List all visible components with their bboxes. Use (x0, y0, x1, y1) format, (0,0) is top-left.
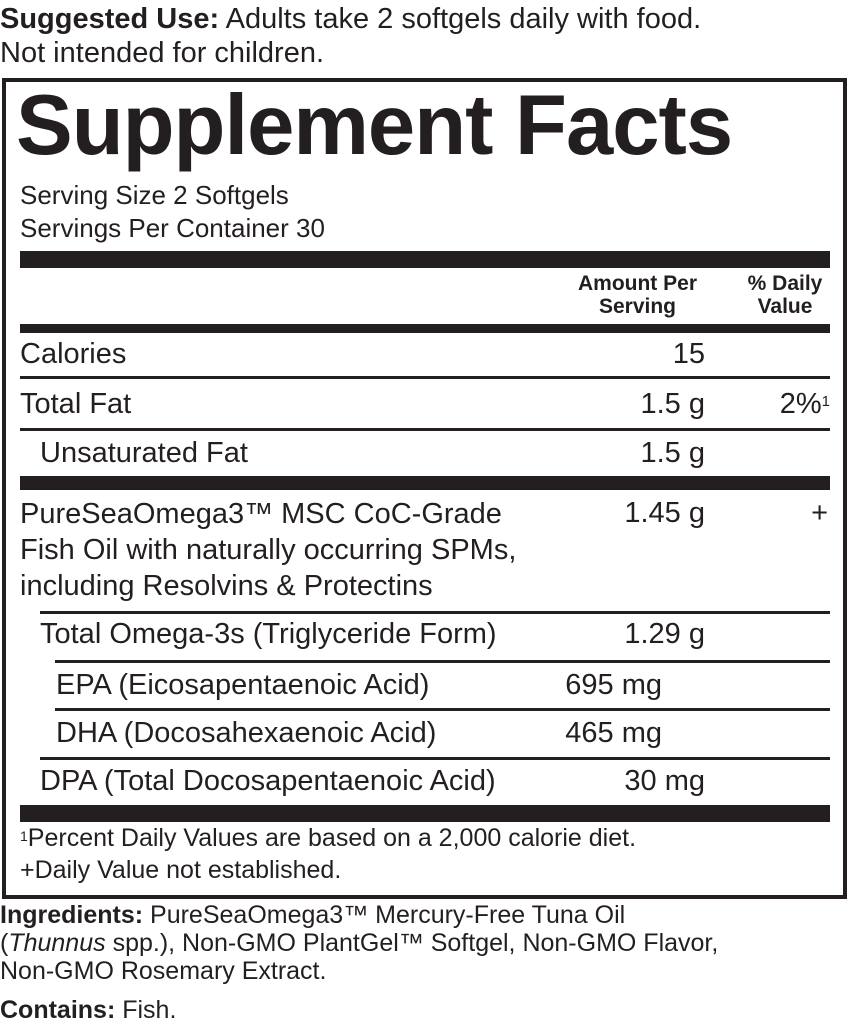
dv-value: 2% (779, 388, 822, 420)
thick-divider (20, 251, 830, 268)
row-dv-pureseaomega3: + (811, 497, 828, 529)
contains-label: Contains: (0, 996, 116, 1024)
row-amount-calories: 15 (672, 338, 705, 370)
serving-size: Serving Size 2 Softgels (20, 180, 289, 210)
suggested-use-text: Adults take 2 softgels daily with food. (219, 3, 702, 35)
name-line: PureSeaOmega3™ MSC CoC-Grade (20, 498, 502, 530)
row-divider (55, 660, 830, 663)
ingredients-label: Ingredients: (0, 901, 144, 929)
footnote-text: Percent Daily Values are based on a 2,00… (27, 824, 637, 852)
ingredients-line2: (Thunnus spp.), Non-GMO PlantGel™ Softge… (0, 928, 718, 958)
footnote-marker: 1 (20, 828, 28, 844)
suggested-use-label: Suggested Use: (0, 3, 220, 35)
ingredients-text: PureSeaOmega3™ Mercury-Free Tuna Oil (143, 901, 626, 929)
header-line: % Daily (747, 272, 823, 295)
facts-title: Supplement Facts (16, 78, 733, 173)
row-name-total-fat: Total Fat (20, 388, 132, 420)
row-name-unsaturated-fat: Unsaturated Fat (40, 437, 248, 469)
row-amount-dha: 465 mg (565, 717, 662, 749)
row-name-calories: Calories (20, 338, 127, 370)
contains-text: Fish. (115, 996, 177, 1024)
row-amount-total-fat: 1.5 g (640, 388, 706, 420)
row-dv-total-fat: 2%1 (720, 387, 830, 421)
thick-divider (20, 476, 830, 490)
row-name-epa: EPA (Eicosapentaenoic Acid) (56, 669, 430, 701)
header-line: Serving (598, 295, 677, 318)
row-divider (40, 611, 830, 614)
servings-per-container: Servings Per Container 30 (20, 213, 325, 243)
header-line: Amount Per (577, 272, 697, 295)
suggested-use-line2: Not intended for children. (0, 37, 325, 69)
row-name-pureseaomega3: PureSeaOmega3™ MSC CoC-Grade Fish Oil wi… (20, 496, 516, 604)
name-line: including Resolvins & Protectins (20, 570, 433, 602)
row-name-total-omega3: Total Omega-3s (Triglyceride Form) (40, 618, 497, 650)
row-amount-dpa: 30 mg (624, 765, 705, 797)
footnote-not-established: +Daily Value not established. (20, 856, 342, 884)
row-name-dpa: DPA (Total Docosapentaenoic Acid) (40, 765, 496, 797)
thick-divider (20, 324, 830, 333)
suggested-use: Suggested Use: Adults take 2 softgels da… (0, 2, 701, 36)
paren: ( (0, 929, 9, 957)
contains: Contains: Fish. (0, 995, 176, 1025)
row-divider (40, 757, 830, 760)
row-amount-unsaturated-fat: 1.5 g (640, 437, 706, 469)
row-name-dha: DHA (Docosahexaenoic Acid) (56, 717, 437, 749)
daily-value-header: % Daily Value (735, 272, 835, 318)
row-amount-total-omega3: 1.29 g (624, 618, 705, 650)
row-divider (55, 708, 830, 711)
header-line: Value (757, 295, 813, 318)
amount-per-serving-header: Amount Per Serving (560, 272, 715, 318)
footnote-marker: 1 (821, 393, 830, 410)
row-divider (20, 428, 830, 431)
ingredients-text: spp.), Non-GMO PlantGel™ Softgel, Non-GM… (105, 929, 719, 957)
name-line: Fish Oil with naturally occurring SPMs, (20, 534, 517, 566)
row-amount-pureseaomega3: 1.45 g (624, 497, 705, 529)
thick-divider (20, 805, 830, 822)
footnote-daily-values: 1Percent Daily Values are based on a 2,0… (20, 823, 636, 853)
row-amount-epa: 695 mg (565, 669, 662, 701)
species-name: Thunnus (8, 929, 106, 957)
ingredients-line3: Non-GMO Rosemary Extract. (0, 957, 327, 985)
row-divider (20, 376, 830, 379)
supplement-facts-panel (2, 78, 847, 899)
ingredients-line1: Ingredients: PureSeaOmega3™ Mercury-Free… (0, 900, 625, 930)
